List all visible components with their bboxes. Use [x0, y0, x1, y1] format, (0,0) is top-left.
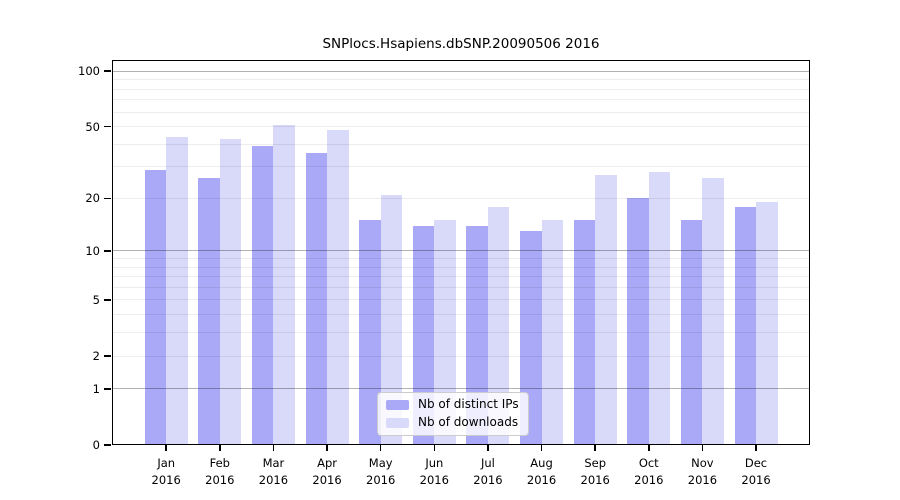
y-tick-label-100: 100	[78, 64, 100, 79]
bars-layer	[112, 60, 810, 445]
y-tick-label-10: 10	[85, 243, 100, 258]
y-tick-label-50: 50	[85, 119, 100, 134]
bar-downloads-may	[380, 194, 403, 445]
legend-swatch-distinct-ips	[386, 399, 409, 410]
bar-downloads-jan	[166, 136, 188, 445]
bar-distinct-ips-sep	[573, 220, 596, 445]
legend: Nb of distinct IPs Nb of downloads	[377, 392, 529, 436]
x-tick-label-sep: Sep 2016	[580, 456, 610, 487]
x-tick-mark-aug	[540, 445, 543, 451]
x-tick-label-may: May 2016	[366, 456, 396, 487]
y-tick-label-1: 1	[92, 381, 100, 396]
bar-downloads-sep	[595, 175, 617, 445]
y-tick-mark-0	[104, 444, 111, 446]
x-tick-label-jan: Jan 2016	[151, 456, 181, 487]
y-tick-label-20: 20	[85, 191, 100, 206]
bar-downloads-nov	[702, 178, 724, 445]
x-tick-label-aug: Aug 2016	[526, 456, 557, 487]
bar-downloads-jul	[487, 206, 510, 445]
x-tick-mark-jun	[433, 445, 436, 451]
x-tick-mark-may	[379, 445, 382, 451]
x-tick-mark-dec	[755, 445, 757, 451]
x-tick-label-oct: Oct 2016	[634, 456, 664, 487]
y-tick-label-0: 0	[92, 438, 100, 452]
x-tick-label-apr: Apr 2016	[312, 456, 342, 487]
legend-label-distinct-ips: Nb of distinct IPs	[418, 397, 519, 411]
bar-distinct-ips-mar	[251, 146, 274, 445]
x-tick-mark-jul	[487, 445, 489, 451]
y-tick-mark-10	[104, 250, 111, 252]
bar-downloads-aug	[541, 220, 564, 445]
x-tick-label-mar: Mar 2016	[258, 456, 289, 487]
chart-title: SNPlocs.Hsapiens.dbSNP.20090506 2016	[322, 36, 600, 52]
x-tick-mark-nov	[701, 445, 704, 451]
x-tick-label-nov: Nov 2016	[687, 456, 718, 487]
x-tick-label-jun: Jun 2016	[419, 456, 449, 487]
bar-distinct-ips-apr	[305, 152, 328, 445]
bar-downloads-oct	[648, 172, 671, 445]
y-tick-mark-1	[104, 388, 111, 390]
y-tick-mark-100	[104, 70, 111, 72]
legend-item-downloads: Nb of downloads	[386, 415, 519, 430]
legend-swatch-downloads	[386, 417, 409, 428]
x-tick-mark-sep	[594, 445, 596, 451]
bar-distinct-ips-nov	[680, 220, 703, 445]
bar-distinct-ips-jul	[466, 225, 488, 445]
bar-downloads-apr	[327, 129, 349, 445]
plot-area	[112, 60, 810, 445]
y-tick-label-2: 2	[92, 349, 100, 364]
bar-distinct-ips-oct	[627, 198, 649, 445]
x-tick-mark-mar	[272, 445, 275, 451]
bar-downloads-dec	[756, 202, 778, 445]
y-tick-mark-50	[104, 125, 111, 128]
bar-distinct-ips-jun	[412, 225, 435, 445]
bar-distinct-ips-feb	[198, 178, 220, 445]
x-tick-mark-apr	[326, 445, 328, 451]
bar-distinct-ips-aug	[520, 231, 542, 445]
x-tick-mark-feb	[219, 445, 221, 451]
x-tick-label-feb: Feb 2016	[205, 456, 235, 487]
legend-item-distinct-ips: Nb of distinct IPs	[386, 397, 519, 412]
x-tick-mark-jan	[165, 445, 167, 451]
x-tick-mark-oct	[648, 445, 650, 451]
bar-downloads-feb	[219, 138, 242, 445]
bar-distinct-ips-jan	[144, 169, 167, 445]
y-tick-mark-2	[104, 355, 111, 357]
x-tick-label-dec: Dec 2016	[741, 456, 771, 487]
y-tick-mark-5	[104, 299, 111, 301]
bar-distinct-ips-may	[359, 220, 381, 445]
bar-downloads-jun	[434, 220, 456, 445]
bar-downloads-mar	[273, 124, 295, 445]
x-tick-label-jul: Jul 2016	[473, 456, 503, 487]
legend-label-downloads: Nb of downloads	[418, 415, 519, 429]
y-tick-label-5: 5	[92, 292, 100, 307]
y-tick-mark-20	[104, 197, 111, 200]
bar-distinct-ips-dec	[734, 206, 757, 445]
